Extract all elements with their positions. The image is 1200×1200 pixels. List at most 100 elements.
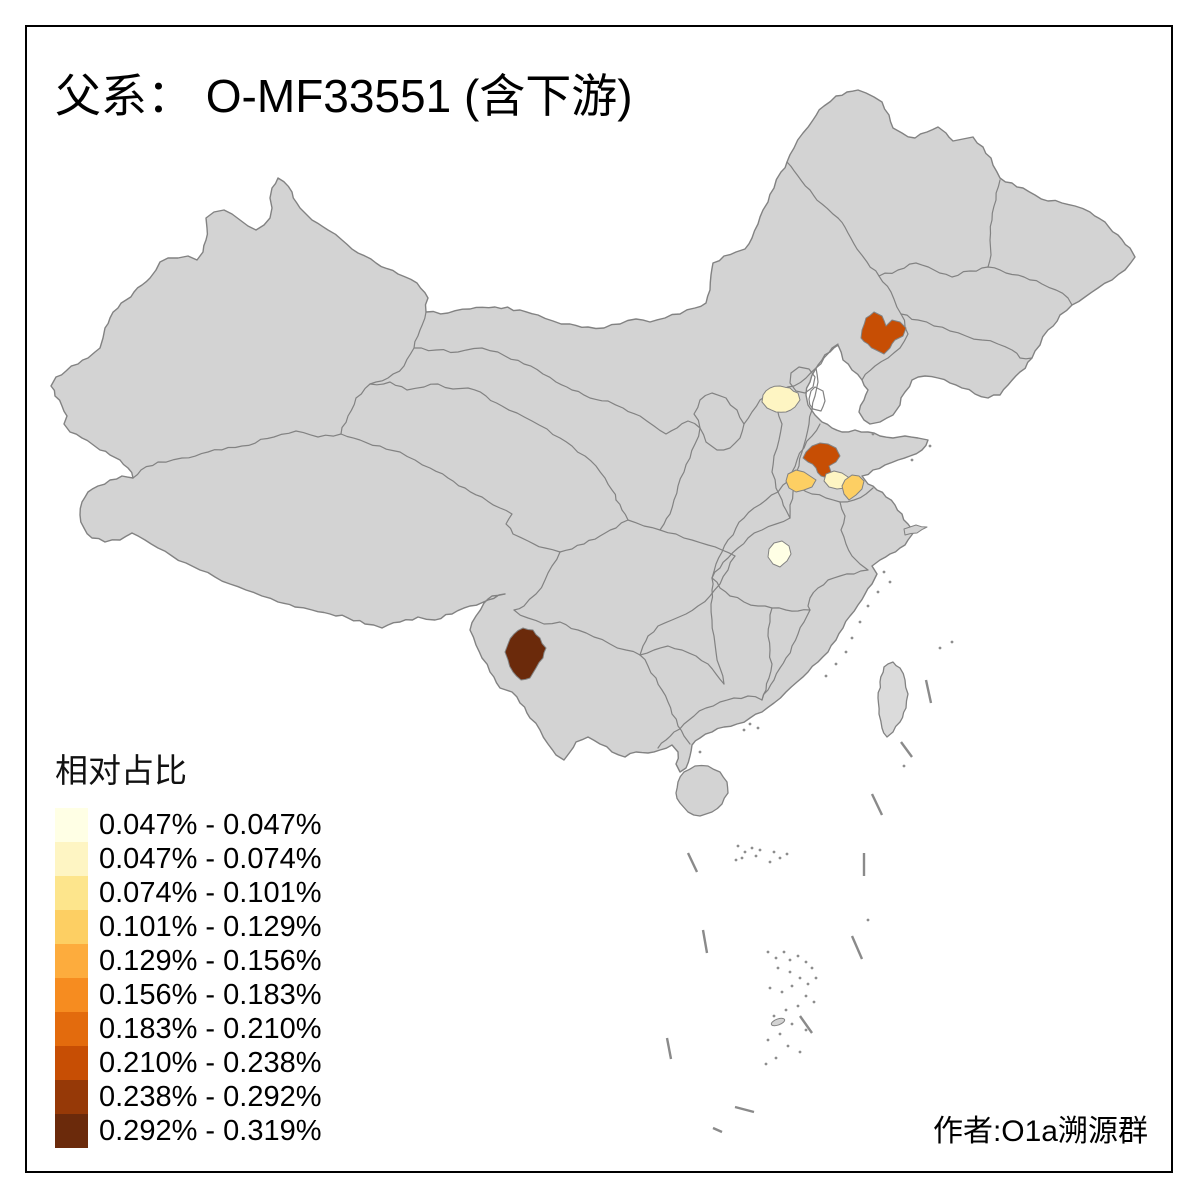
province-border [789,366,816,394]
sea-boundary-dash [701,929,709,954]
legend-item: 0.047% - 0.074% [55,842,321,876]
small-island-dot [871,432,875,436]
province-border [559,499,629,553]
small-island-dot [790,1022,794,1026]
sea-boundary-dash [712,1126,723,1134]
province-border [807,569,869,611]
legend-swatch [55,1012,88,1046]
small-island-dot [766,950,770,954]
legend-item: 0.047% - 0.047% [55,808,321,842]
sea-boundary-dash [665,1037,673,1060]
small-island-dot [758,848,762,852]
province-border [808,386,826,412]
legend-swatch [55,842,88,876]
sea-boundary-dash [686,852,699,873]
province-border [711,479,791,579]
small-island-dot [768,986,772,990]
province-border [769,392,791,519]
map-region-hubei-east[interactable] [767,540,792,568]
small-island-dot [804,1028,808,1032]
province-border [413,347,701,435]
province-border [878,262,1073,306]
province-border [711,577,811,612]
province-border [657,695,763,749]
small-island-dot [882,570,886,574]
small-island-dot [876,590,880,594]
small-island-dot [778,1032,782,1036]
small-island-dot [866,918,870,922]
map-region-shandong-central[interactable] [841,474,865,501]
legend-label: 0.129% - 0.156% [99,945,322,977]
province-border [639,645,725,685]
small-island-dot [810,966,814,970]
small-island-dot [780,990,784,994]
province-border [900,313,1033,360]
province-border [761,609,811,701]
small-island-dot [858,620,862,624]
legend: 相对占比 0.047% - 0.047% 0.047% - 0.074% 0.074… [55,744,321,1148]
legend-item: 0.292% - 0.319% [55,1114,321,1148]
sea-boundary-dash [850,935,864,960]
legend-label: 0.047% - 0.047% [99,809,322,841]
province-border [340,311,427,435]
small-island-dot [796,1004,800,1008]
small-island-dot [774,1056,778,1060]
small-island-dot [748,722,752,726]
hainan-island-shape [675,764,729,817]
province-border [761,607,773,701]
small-island-dot [850,636,854,640]
taiwan-island-shape [877,661,909,738]
small-island-dot [698,750,702,754]
sea-boundary-dash [799,1015,813,1034]
small-island-dot [778,856,782,860]
chongming-island-shape [903,524,928,536]
map-region-hebei-central[interactable] [761,385,801,413]
legend-label: 0.210% - 0.238% [99,1047,322,1079]
author-credit: 作者:O1a溯源群 [932,1115,1148,1148]
small-island-dot [824,674,828,678]
small-island-dot [834,662,838,666]
legend-item: 0.101% - 0.129% [55,910,321,944]
small-island-dot [888,580,892,584]
legend-item: 0.210% - 0.238% [55,1046,321,1080]
legend-swatch [55,876,88,910]
province-border [710,577,725,685]
province-border [627,519,736,557]
islet-shape [770,1017,786,1027]
province-border [839,501,869,571]
province-border [693,392,745,451]
legend-label: 0.292% - 0.319% [99,1115,322,1147]
small-island-dot [734,858,738,862]
legend-swatch [55,1114,88,1148]
small-island-dot [756,726,760,730]
map-region-shandong-west[interactable] [785,469,817,493]
small-island-dot [768,860,772,864]
map-region-yunnan-west[interactable] [504,627,547,681]
legend-item: 0.129% - 0.156% [55,944,321,978]
legend-swatch [55,978,88,1012]
small-island-dot [928,444,932,448]
small-island-dot [743,850,747,854]
map-region-liaoning-west[interactable] [860,311,907,355]
province-border [132,430,342,479]
small-island-dot [742,728,746,732]
small-island-dot [766,1038,770,1042]
small-island-dot [740,856,744,860]
small-island-dot [814,976,818,980]
province-border [513,609,641,656]
small-island-dot [902,764,906,768]
small-island-dot [804,994,808,998]
province-border [513,551,561,611]
small-island-dot [844,650,848,654]
small-island-dot [798,976,802,980]
small-island-dot [796,954,800,958]
legend-item: 0.183% - 0.210% [55,1012,321,1046]
small-island-dot [910,458,914,462]
legend-item: 0.238% - 0.292% [55,1080,321,1114]
province-border [786,161,839,219]
legend-swatch [55,808,88,842]
legend-swatch [55,1080,88,1114]
small-island-dot [938,646,942,650]
